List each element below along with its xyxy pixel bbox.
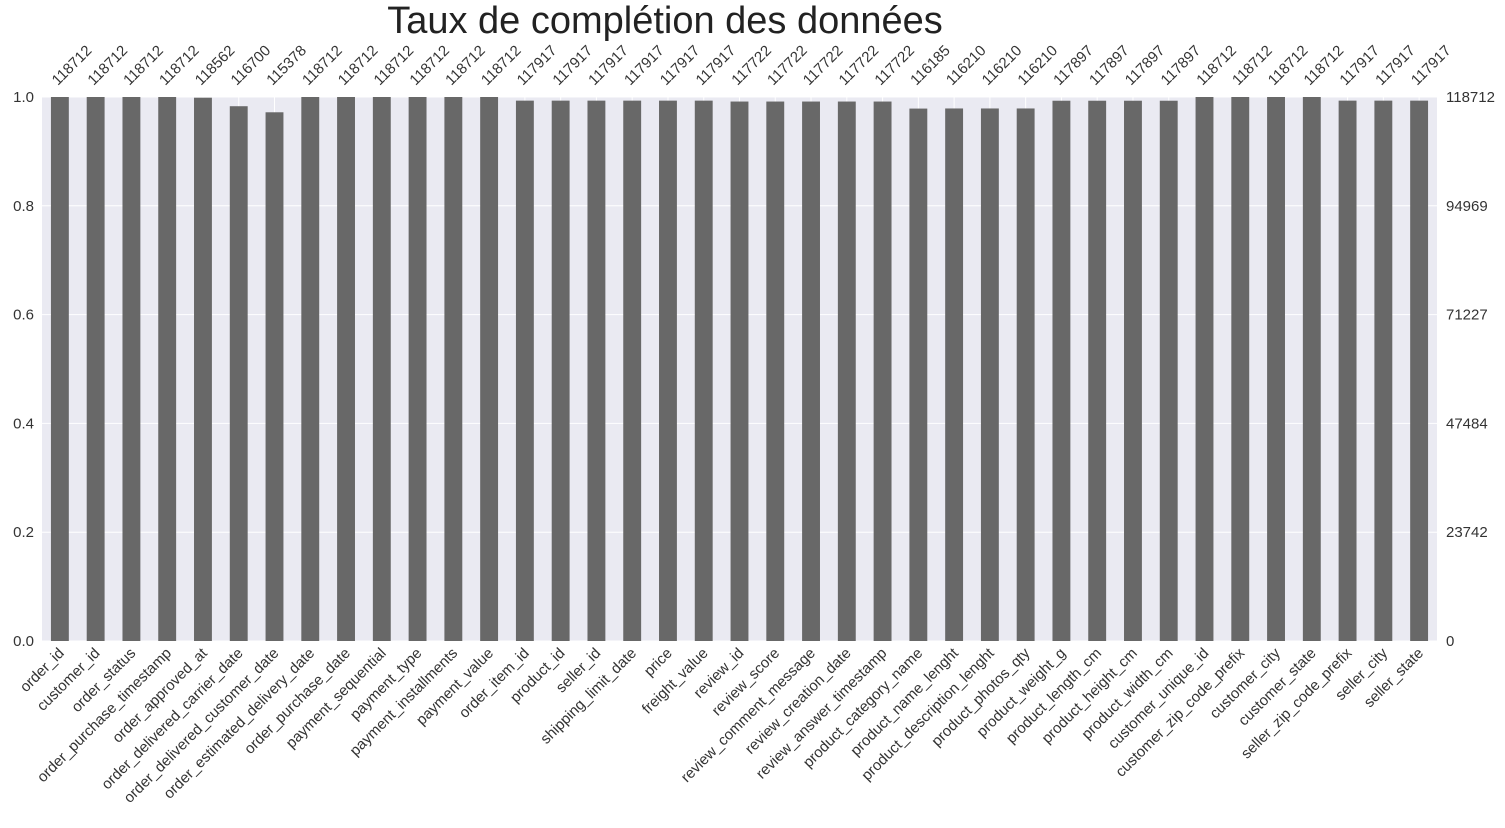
bar-product_description_lenght <box>980 108 999 642</box>
bar-customer_state <box>1302 97 1321 641</box>
bar-price <box>659 100 677 641</box>
bar-order_delivered_customer_date <box>265 112 284 641</box>
count-axis-label: 47484 <box>1446 415 1488 432</box>
count-label: 117917 <box>1408 42 1455 89</box>
count-axis-label: 71227 <box>1446 307 1488 324</box>
y-tick-label: 0.0 <box>13 633 34 650</box>
bar-customer_zip_code_prefix <box>1231 97 1250 641</box>
y-tick-label: 0.8 <box>13 198 34 215</box>
y-tick-label: 0.4 <box>13 415 34 432</box>
bar-payment_sequential <box>372 97 391 641</box>
bar-product_name_lenght <box>945 108 964 642</box>
bar-seller_city <box>1374 100 1393 641</box>
chart-title: Taux de complétion des données <box>387 0 943 42</box>
bar-product_weight_g <box>1052 100 1071 642</box>
bar-order_status <box>122 97 141 641</box>
x-axis-labels: order_idcustomer_idorder_statusorder_pur… <box>17 644 1427 806</box>
bar-product_id <box>551 100 570 641</box>
bar-customer_unique_id <box>1195 97 1214 641</box>
bar-order_purchase_timestamp <box>158 97 177 641</box>
bar-order_approved_at <box>194 97 212 641</box>
bar-order_item_id <box>515 100 534 641</box>
count-axis-label: 94969 <box>1446 198 1488 215</box>
bar-product_width_cm <box>1159 100 1178 642</box>
bar-product_photos_qty <box>1016 108 1035 642</box>
bar-customer_city <box>1267 97 1285 641</box>
bar-seller_state <box>1410 100 1429 641</box>
y-tick-label: 1.0 <box>13 89 34 106</box>
count-axis-label: 0 <box>1446 633 1454 650</box>
bar-review_id <box>730 101 749 642</box>
bar-product_height_cm <box>1124 100 1142 642</box>
bar-payment_type <box>408 97 427 641</box>
bar-order_id <box>50 97 69 641</box>
bar-product_length_cm <box>1088 100 1107 642</box>
bar-review_answer_timestamp <box>873 101 892 642</box>
right-axis-ticks: 0 23742 47484 71227 94969 118712 <box>1446 89 1495 650</box>
bar-payment_value <box>480 97 499 641</box>
bar-order_estimated_delivery_date <box>301 97 320 641</box>
bar-order_purchase_date <box>337 97 355 641</box>
bar-freight_value <box>694 100 713 641</box>
bar-payment_installments <box>444 97 463 641</box>
bar-review_creation_date <box>837 101 856 642</box>
bar-review_score <box>766 101 785 642</box>
bar-review_comment_message <box>802 101 820 642</box>
y-tick-label: 0.2 <box>13 524 34 541</box>
y-tick-label: 0.6 <box>13 307 34 324</box>
bar-product_category_name <box>909 108 928 642</box>
bars <box>50 97 1429 642</box>
bar-order_delivered_carrier_date <box>229 106 248 641</box>
bar-seller_zip_code_prefix <box>1338 100 1357 641</box>
count-axis-label: 118712 <box>1446 89 1495 106</box>
bar-shipping_limit_date <box>623 100 642 641</box>
count-axis-label: 23742 <box>1446 524 1488 541</box>
left-axis-ticks: 0.0 0.2 0.4 0.6 0.8 1.0 <box>13 89 34 650</box>
top-count-labels: 1187121187121187121187121185621167001153… <box>49 42 1455 89</box>
bar-customer_id <box>86 97 105 641</box>
bar-seller_id <box>587 100 606 641</box>
